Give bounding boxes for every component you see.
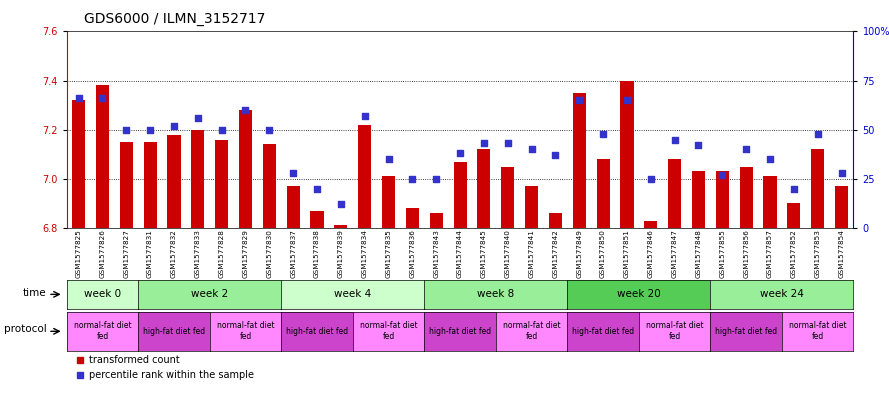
Bar <box>668 159 681 228</box>
Point <box>763 156 777 162</box>
Point <box>692 142 706 149</box>
Point <box>668 136 682 143</box>
Text: high-fat diet fed: high-fat diet fed <box>715 327 777 336</box>
Point <box>286 170 300 176</box>
Bar <box>72 100 85 228</box>
Point <box>143 127 157 133</box>
Point <box>501 140 515 147</box>
Bar <box>191 130 204 228</box>
Point <box>381 156 396 162</box>
Point <box>835 170 849 176</box>
Text: GDS6000 / ILMN_3152717: GDS6000 / ILMN_3152717 <box>84 12 266 26</box>
Text: week 20: week 20 <box>617 289 661 299</box>
Text: normal-fat diet
fed: normal-fat diet fed <box>645 321 703 342</box>
Point <box>429 176 444 182</box>
Point <box>453 150 468 156</box>
Text: high-fat diet fed: high-fat diet fed <box>286 327 348 336</box>
Point <box>716 172 730 178</box>
Bar <box>740 167 753 228</box>
Point <box>596 130 610 137</box>
Bar <box>405 208 419 228</box>
Point <box>167 123 181 129</box>
Bar <box>525 186 538 228</box>
Bar <box>645 220 657 228</box>
Bar <box>358 125 372 228</box>
Text: week 8: week 8 <box>477 289 515 299</box>
Legend: transformed count, percentile rank within the sample: transformed count, percentile rank withi… <box>71 352 258 384</box>
Bar <box>549 213 562 228</box>
Text: normal-fat diet
fed: normal-fat diet fed <box>74 321 132 342</box>
Point <box>477 140 491 147</box>
Text: high-fat diet fed: high-fat diet fed <box>143 327 205 336</box>
Point <box>620 97 634 103</box>
Point <box>333 201 348 208</box>
Text: week 0: week 0 <box>84 289 121 299</box>
Bar <box>477 149 491 228</box>
Text: time: time <box>23 288 47 298</box>
Text: normal-fat diet
fed: normal-fat diet fed <box>217 321 275 342</box>
Text: week 4: week 4 <box>334 289 372 299</box>
Bar <box>811 149 824 228</box>
Point <box>71 95 85 101</box>
Bar <box>573 93 586 228</box>
Bar <box>215 140 228 228</box>
Bar <box>692 171 705 228</box>
Point <box>119 127 133 133</box>
Bar <box>239 110 252 228</box>
Text: normal-fat diet
fed: normal-fat diet fed <box>503 321 560 342</box>
Point <box>310 185 324 192</box>
Bar <box>597 159 610 228</box>
Bar <box>263 145 276 228</box>
Bar <box>429 213 443 228</box>
Bar <box>382 176 395 228</box>
Bar <box>120 142 132 228</box>
Point <box>549 152 563 158</box>
Text: normal-fat diet
fed: normal-fat diet fed <box>360 321 417 342</box>
Point <box>405 176 420 182</box>
Text: week 2: week 2 <box>191 289 228 299</box>
Point <box>573 97 587 103</box>
Point <box>238 107 252 113</box>
Bar <box>501 167 515 228</box>
Bar <box>453 162 467 228</box>
Point <box>357 113 372 119</box>
Point <box>739 146 753 152</box>
Bar <box>167 135 180 228</box>
Text: high-fat diet fed: high-fat diet fed <box>572 327 634 336</box>
Point <box>644 176 658 182</box>
Text: protocol: protocol <box>4 324 47 334</box>
Bar <box>621 81 634 228</box>
Text: normal-fat diet
fed: normal-fat diet fed <box>789 321 846 342</box>
Point <box>214 127 228 133</box>
Text: high-fat diet fed: high-fat diet fed <box>429 327 491 336</box>
Point <box>811 130 825 137</box>
Bar <box>310 211 324 228</box>
Bar <box>96 86 109 228</box>
Bar <box>143 142 156 228</box>
Bar <box>764 176 777 228</box>
Bar <box>286 186 300 228</box>
Bar <box>835 186 848 228</box>
Point <box>191 115 205 121</box>
Text: week 24: week 24 <box>760 289 804 299</box>
Bar <box>334 226 348 228</box>
Point <box>787 185 801 192</box>
Bar <box>716 171 729 228</box>
Point <box>95 95 109 101</box>
Point <box>262 127 276 133</box>
Point <box>525 146 539 152</box>
Bar <box>788 203 800 228</box>
